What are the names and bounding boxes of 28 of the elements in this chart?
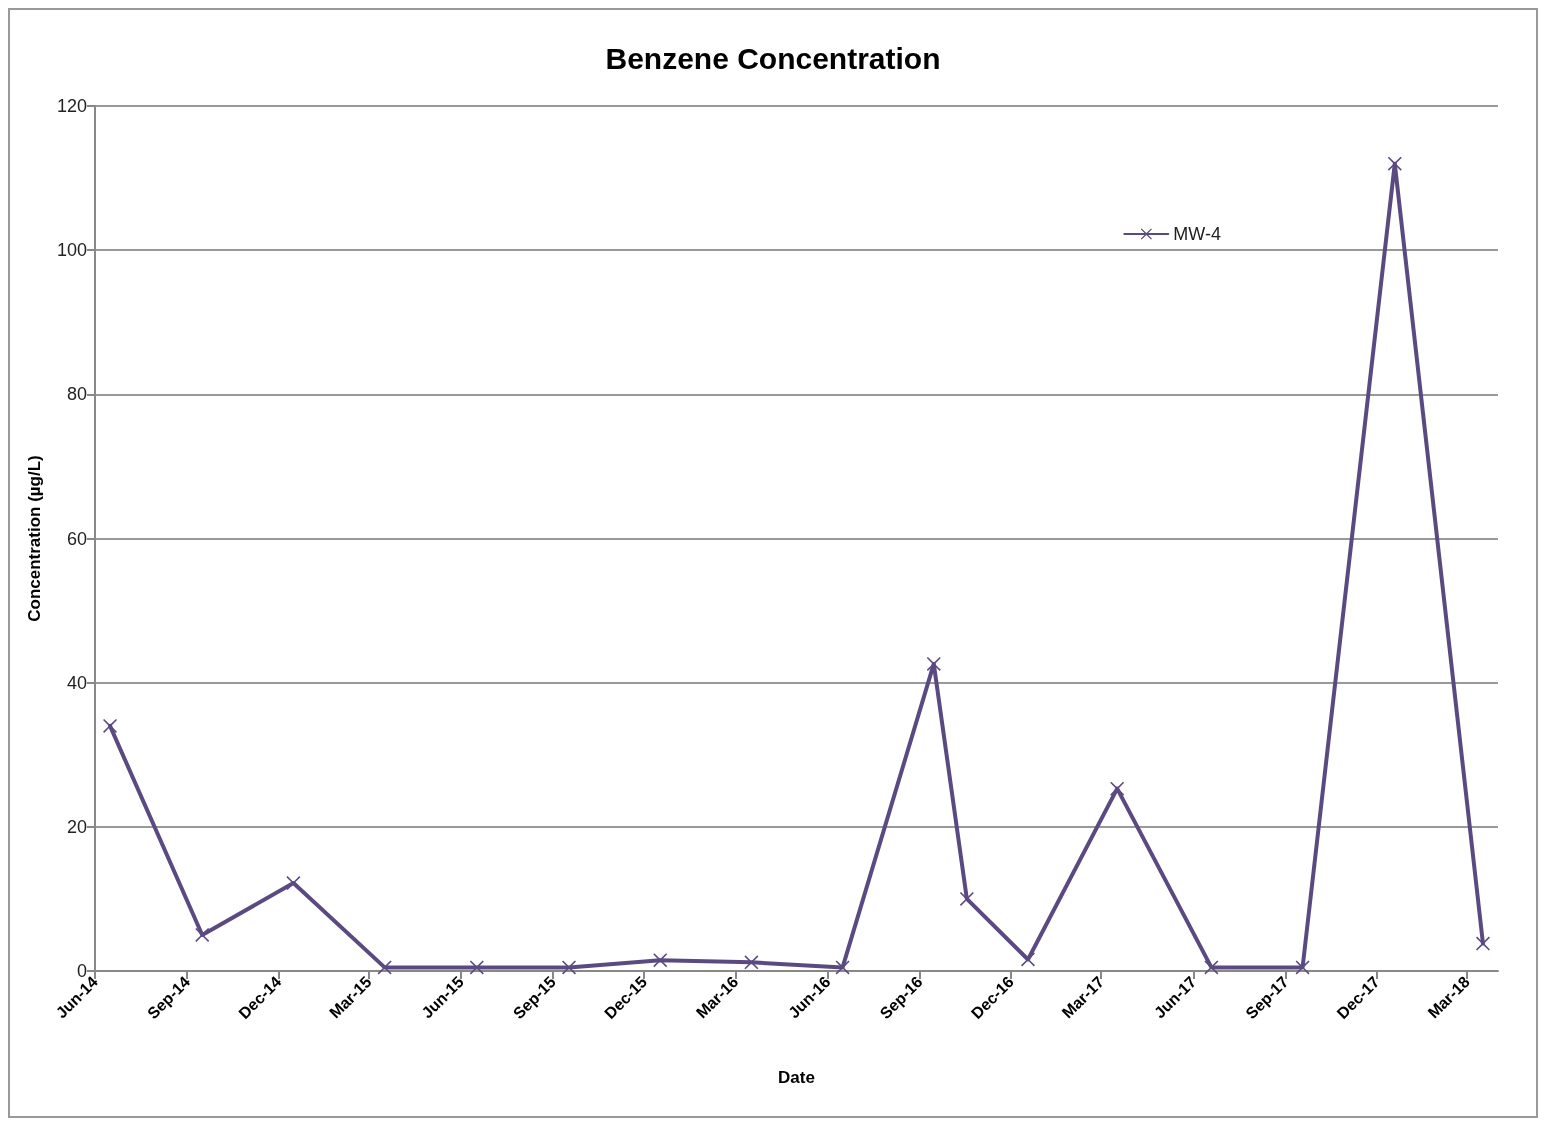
point xyxy=(653,953,668,968)
point xyxy=(1020,952,1035,967)
y-tick-label: 80 xyxy=(66,384,87,405)
point xyxy=(103,718,118,733)
y-tick-label: 120 xyxy=(56,96,87,116)
y-axis-title: Concentration (µg/L) xyxy=(25,455,44,622)
y-tick-label: 0 xyxy=(76,961,87,981)
point xyxy=(744,955,759,970)
y-tick-label: 60 xyxy=(66,528,87,549)
point xyxy=(926,656,941,671)
y-tick-label: 40 xyxy=(66,672,87,693)
point xyxy=(1475,936,1490,951)
legend-label: MW-4 xyxy=(1173,224,1222,244)
point xyxy=(286,876,301,891)
point xyxy=(562,960,577,975)
point xyxy=(195,927,210,942)
x-axis-title: Date xyxy=(778,1068,815,1087)
point xyxy=(1204,960,1219,975)
chart-title: Benzene Concentration xyxy=(605,41,941,75)
point xyxy=(469,960,484,975)
y-tick-label: 20 xyxy=(66,816,87,837)
y-tick-label: 100 xyxy=(56,240,87,261)
point xyxy=(1387,156,1402,171)
point xyxy=(835,960,850,975)
point xyxy=(377,960,392,975)
point xyxy=(1295,960,1310,975)
point xyxy=(1110,781,1125,796)
point xyxy=(959,891,974,906)
